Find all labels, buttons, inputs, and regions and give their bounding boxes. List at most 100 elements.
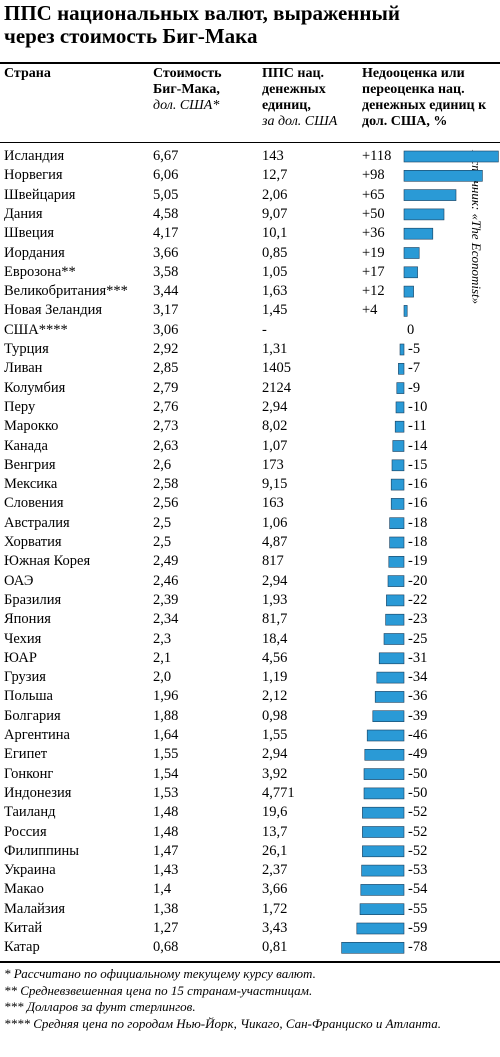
deviation-label: -78	[408, 939, 428, 956]
bar	[403, 266, 418, 279]
country: Россия	[4, 823, 47, 840]
bar	[403, 305, 408, 317]
ppp: 13,7	[262, 823, 288, 840]
price: 1,54	[153, 765, 179, 782]
deviation-label: -9	[408, 379, 421, 396]
bar	[374, 691, 405, 703]
ppp: 19,6	[262, 804, 288, 821]
title-line: через стоимость Биг-Мака	[4, 24, 258, 48]
country: Венгрия	[4, 456, 56, 473]
bar	[389, 536, 405, 549]
ppp: 0,85	[262, 244, 288, 261]
country: Украина	[4, 862, 56, 879]
deviation-label: -52	[408, 842, 428, 859]
bar	[372, 710, 405, 723]
country: Исландия	[4, 148, 65, 164]
country: Филиппины	[4, 842, 79, 859]
country: Таиланд	[4, 804, 56, 821]
country: Марокко	[4, 418, 59, 435]
country: Хорватия	[4, 534, 62, 550]
country: Иордания	[4, 244, 65, 261]
price: 2,92	[153, 341, 179, 357]
source: Источник: «The Economist»	[469, 149, 484, 304]
deviation-label: -50	[408, 784, 428, 801]
country: Катар	[4, 939, 40, 956]
deviation-label: +4	[362, 302, 378, 319]
ppp: 2,37	[262, 862, 288, 879]
country: Мексика	[4, 476, 58, 493]
deviation-label: +65	[362, 186, 385, 203]
bar	[386, 594, 405, 607]
bar	[359, 903, 405, 916]
ppp: 1,72	[262, 900, 288, 917]
bar	[362, 845, 405, 858]
price: 2,58	[153, 476, 179, 493]
deviation-label: -22	[408, 591, 428, 608]
bar	[403, 227, 434, 240]
price: 2,5	[153, 534, 172, 550]
bar	[395, 401, 405, 414]
ppp: 4,56	[262, 649, 288, 666]
price: 2,85	[153, 360, 179, 377]
ppp: 2124	[262, 379, 291, 396]
deviation-label: -52	[408, 823, 428, 840]
ppp: 2,94	[262, 746, 288, 763]
price: 4,58	[153, 205, 179, 222]
ppp: 26,1	[262, 842, 288, 859]
bar	[363, 787, 405, 800]
bar	[356, 922, 405, 935]
country: Великобритания***	[4, 283, 128, 300]
ppp: 9,07	[262, 205, 288, 222]
bar	[399, 343, 405, 356]
ppp: 12,7	[262, 167, 288, 184]
price: 2,1	[153, 649, 172, 666]
bar	[383, 633, 405, 645]
price: 3,66	[153, 244, 179, 261]
bar	[398, 362, 405, 375]
bar	[376, 671, 405, 684]
deviation-label: -39	[408, 707, 428, 724]
deviation-label: -46	[408, 727, 428, 743]
deviation-label: 0	[407, 321, 415, 338]
price: 2,5	[153, 514, 172, 531]
header-unit: дол. США*	[153, 98, 220, 113]
deviation-label: -7	[408, 360, 421, 377]
country: Канада	[4, 437, 48, 454]
bar	[366, 729, 405, 742]
ppp: 8,02	[262, 418, 288, 435]
ppp: 9,15	[262, 476, 288, 493]
header: Страна	[4, 66, 144, 82]
deviation-label: +19	[362, 244, 385, 261]
bar	[341, 941, 405, 954]
bar	[362, 826, 405, 838]
bar	[361, 864, 405, 877]
bar	[387, 575, 405, 587]
ppp: 1,05	[262, 263, 288, 280]
price: 2,79	[153, 379, 179, 396]
deviation-label: -36	[408, 688, 428, 705]
ppp: 1,06	[262, 514, 288, 531]
bar	[392, 440, 405, 452]
bar	[403, 170, 483, 182]
deviation-label: -14	[408, 437, 428, 454]
ppp: 1,55	[262, 727, 288, 743]
bar	[396, 382, 405, 394]
bar	[403, 208, 445, 221]
deviation-label: +17	[362, 263, 385, 280]
deviation-label: -19	[408, 553, 428, 570]
country: Аргентина	[4, 727, 70, 743]
ppp: 1,31	[262, 341, 288, 357]
ppp: 18,4	[262, 630, 288, 647]
bar	[364, 748, 405, 761]
ppp: 2,12	[262, 688, 288, 705]
price: 1,48	[153, 804, 179, 821]
deviation-label: -16	[408, 476, 428, 493]
deviation-label: -18	[408, 534, 428, 550]
price: 6,67	[153, 148, 179, 164]
ppp: 2,94	[262, 572, 288, 589]
price: 1,4	[153, 881, 172, 898]
header-text: Страна	[4, 66, 51, 81]
bar	[403, 189, 457, 201]
deviation-label: -31	[408, 649, 428, 666]
price: 1,96	[153, 688, 179, 705]
